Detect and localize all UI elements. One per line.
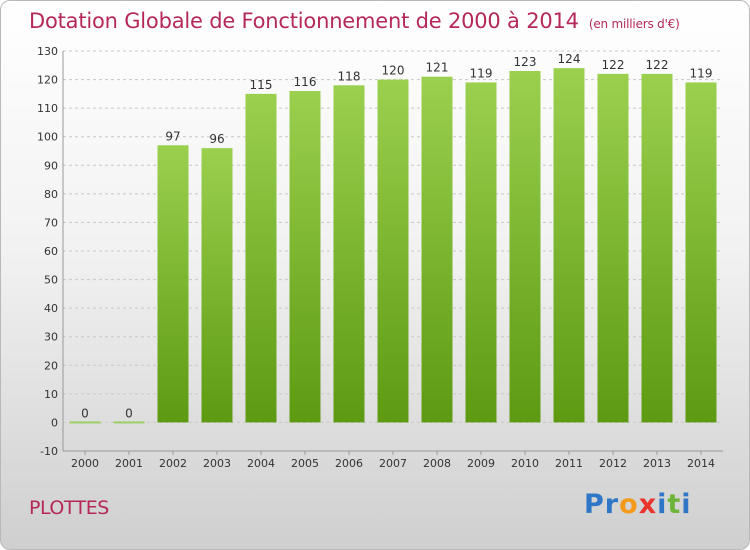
bar bbox=[113, 421, 145, 424]
bar bbox=[685, 82, 717, 423]
y-tick-label: 100 bbox=[37, 131, 58, 144]
bar bbox=[465, 82, 497, 423]
bar bbox=[157, 145, 189, 423]
bar-value-label: 97 bbox=[165, 129, 180, 143]
chart-title-unit: (en milliers d'€) bbox=[588, 17, 680, 31]
bar bbox=[289, 91, 321, 423]
bar-layer bbox=[69, 68, 717, 424]
x-tick-label: 2007 bbox=[379, 457, 407, 470]
x-tick-label: 2010 bbox=[511, 457, 539, 470]
proxiti-logo: Proxiti bbox=[584, 489, 692, 520]
x-tick-label: 2013 bbox=[643, 457, 671, 470]
y-tick-label: 30 bbox=[44, 331, 58, 344]
x-tick-label: 2012 bbox=[599, 457, 627, 470]
y-tick-label: 60 bbox=[44, 245, 58, 258]
y-tick-label: 20 bbox=[44, 359, 58, 372]
x-tick-label: 2004 bbox=[247, 457, 275, 470]
x-tick-label: 2003 bbox=[203, 457, 231, 470]
y-tick-label: 120 bbox=[37, 74, 58, 87]
bar-value-label: 121 bbox=[426, 61, 449, 75]
bar bbox=[333, 85, 365, 423]
bar bbox=[69, 421, 101, 424]
bar bbox=[201, 148, 233, 423]
bar-value-label: 115 bbox=[250, 78, 273, 92]
y-tick-label: 50 bbox=[44, 274, 58, 287]
y-tick-label: 40 bbox=[44, 302, 58, 315]
bar bbox=[377, 79, 409, 423]
label-layer: 0 0 97 96 115 116 118 120 121 119 123 124 122 122 119 bbox=[81, 52, 712, 420]
chart-title: Dotation Globale de Fonctionnement de 20… bbox=[29, 9, 680, 33]
bar-value-label: 122 bbox=[602, 58, 625, 72]
y-tick-label: 130 bbox=[37, 45, 58, 58]
y-tick-label: 110 bbox=[37, 102, 58, 115]
bar bbox=[553, 68, 585, 423]
bar-value-label: 0 bbox=[81, 406, 89, 420]
y-tick-label: 0 bbox=[51, 416, 58, 429]
x-tick-label: 2005 bbox=[291, 457, 319, 470]
axis-layer: -10 0 10 20 30 40 50 60 70 80 90 100 110 120 130 2000 20… bbox=[37, 45, 723, 470]
bar bbox=[421, 76, 453, 423]
bar-value-label: 119 bbox=[690, 66, 713, 80]
commune-name: PLOTTES bbox=[29, 497, 109, 519]
x-tick-label: 2000 bbox=[71, 457, 99, 470]
y-tick-label: 90 bbox=[44, 159, 58, 172]
bar-value-label: 122 bbox=[646, 58, 669, 72]
bar-value-label: 124 bbox=[558, 52, 581, 66]
bar bbox=[509, 71, 541, 423]
y-tick-label: 70 bbox=[44, 216, 58, 229]
bar-value-label: 0 bbox=[125, 406, 133, 420]
x-tick-label: 2011 bbox=[555, 457, 583, 470]
y-tick-label: -10 bbox=[40, 445, 58, 458]
bar bbox=[597, 73, 629, 423]
x-tick-label: 2006 bbox=[335, 457, 363, 470]
bar-value-label: 118 bbox=[338, 69, 361, 83]
logo-letter: r bbox=[604, 489, 620, 520]
logo-letter: x bbox=[638, 489, 658, 520]
y-tick-label: 80 bbox=[44, 188, 58, 201]
x-tick-label: 2014 bbox=[687, 457, 715, 470]
bar bbox=[245, 93, 277, 423]
y-tick-label: 10 bbox=[44, 388, 58, 401]
x-tick-label: 2001 bbox=[115, 457, 143, 470]
logo-letter: t bbox=[667, 489, 682, 520]
logo-letter: i bbox=[681, 489, 692, 520]
x-tick-label: 2008 bbox=[423, 457, 451, 470]
logo-letter: P bbox=[584, 489, 605, 520]
bar-value-label: 119 bbox=[470, 66, 493, 80]
x-tick-label: 2009 bbox=[467, 457, 495, 470]
bar bbox=[641, 73, 673, 423]
bar-value-label: 120 bbox=[382, 64, 405, 78]
bar-value-label: 96 bbox=[209, 132, 224, 146]
bar-value-label: 123 bbox=[514, 55, 537, 69]
bar-value-label: 116 bbox=[294, 75, 317, 89]
logo-letter: o bbox=[619, 489, 639, 520]
chart-title-main: Dotation Globale de Fonctionnement de 20… bbox=[29, 9, 579, 33]
x-tick-label: 2002 bbox=[159, 457, 187, 470]
logo-letter: i bbox=[657, 489, 668, 520]
